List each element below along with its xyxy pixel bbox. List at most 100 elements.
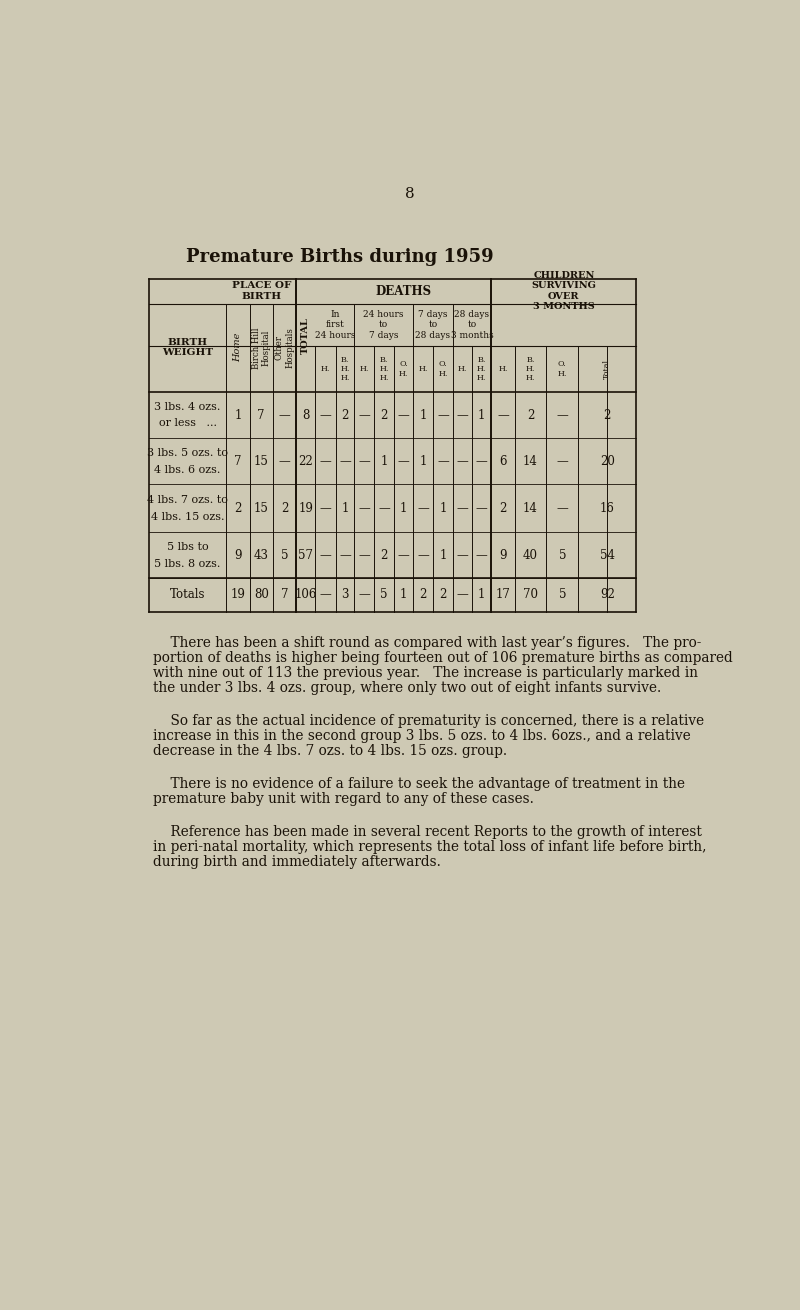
Text: DEATHS: DEATHS: [375, 284, 431, 297]
Text: Home: Home: [234, 333, 242, 363]
Text: —: —: [339, 549, 350, 562]
Text: 9: 9: [234, 549, 242, 562]
Text: 2: 2: [342, 409, 349, 422]
Text: 1: 1: [400, 588, 407, 601]
Text: —: —: [437, 409, 449, 422]
Text: 2: 2: [419, 588, 427, 601]
Text: 9: 9: [499, 549, 506, 562]
Text: 92: 92: [600, 588, 614, 601]
Text: 1: 1: [419, 455, 427, 468]
Text: 1: 1: [478, 409, 486, 422]
Text: —: —: [476, 549, 487, 562]
Text: 1: 1: [478, 588, 486, 601]
Text: 16: 16: [600, 502, 614, 515]
Text: during birth and immediately afterwards.: during birth and immediately afterwards.: [153, 855, 441, 870]
Text: or less   ...: or less ...: [158, 418, 217, 428]
Text: —: —: [398, 409, 410, 422]
Text: 20: 20: [600, 455, 614, 468]
Text: 2: 2: [499, 502, 506, 515]
Text: In
first
24 hours: In first 24 hours: [314, 309, 355, 339]
Text: 19: 19: [298, 502, 314, 515]
Text: —: —: [358, 409, 370, 422]
Text: 1: 1: [380, 455, 388, 468]
Text: —: —: [320, 588, 331, 601]
Text: 1: 1: [439, 502, 446, 515]
Text: 1: 1: [342, 502, 349, 515]
Text: B.
H.
H.: B. H. H.: [379, 356, 389, 383]
Text: premature baby unit with regard to any of these cases.: premature baby unit with regard to any o…: [153, 793, 534, 806]
Text: —: —: [457, 549, 468, 562]
Text: increase in this in the second group 3 lbs. 5 ozs. to 4 lbs. 6ozs., and a relati: increase in this in the second group 3 l…: [153, 730, 690, 743]
Text: O.
H.: O. H.: [558, 360, 567, 377]
Text: 54: 54: [600, 549, 614, 562]
Text: 2: 2: [603, 409, 611, 422]
Text: H.: H.: [359, 365, 369, 373]
Text: 70: 70: [523, 588, 538, 601]
Text: —: —: [278, 455, 290, 468]
Text: —: —: [320, 455, 331, 468]
Text: Total: Total: [603, 359, 611, 379]
Text: 14: 14: [523, 502, 538, 515]
Text: 7: 7: [258, 409, 265, 422]
Text: 5: 5: [380, 588, 388, 601]
Text: 106: 106: [294, 588, 317, 601]
Text: —: —: [497, 409, 509, 422]
Text: 5: 5: [558, 588, 566, 601]
Text: Reference has been made in several recent Reports to the growth of interest: Reference has been made in several recen…: [153, 825, 702, 840]
Text: in peri-natal mortality, which represents the total loss of infant life before b: in peri-natal mortality, which represent…: [153, 840, 706, 854]
Text: the under 3 lbs. 4 ozs. group, where only two out of eight infants survive.: the under 3 lbs. 4 ozs. group, where onl…: [153, 681, 661, 696]
Text: 7: 7: [234, 455, 242, 468]
Text: There has been a shift round as compared with last year’s figures.   The pro-: There has been a shift round as compared…: [153, 637, 701, 650]
Text: O.
H.: O. H.: [438, 360, 448, 377]
Text: —: —: [398, 549, 410, 562]
Text: B.
H.
H.: B. H. H.: [477, 356, 486, 383]
Text: 15: 15: [254, 455, 269, 468]
Text: 3 lbs. 5 ozs. to: 3 lbs. 5 ozs. to: [147, 448, 228, 458]
Text: 15: 15: [254, 502, 269, 515]
Text: —: —: [557, 409, 568, 422]
Text: 28 days
to
3 months: 28 days to 3 months: [450, 309, 494, 339]
Text: 4 lbs. 7 ozs. to: 4 lbs. 7 ozs. to: [147, 495, 228, 504]
Text: Birch Hill
Hospital: Birch Hill Hospital: [251, 328, 271, 368]
Text: —: —: [476, 455, 487, 468]
Text: 14: 14: [523, 455, 538, 468]
Text: 1: 1: [400, 502, 407, 515]
Text: 24 hours
to
7 days: 24 hours to 7 days: [363, 309, 404, 339]
Text: —: —: [457, 588, 468, 601]
Text: —: —: [457, 409, 468, 422]
Text: —: —: [320, 409, 331, 422]
Text: 2: 2: [234, 502, 242, 515]
Text: BIRTH
WEIGHT: BIRTH WEIGHT: [162, 338, 213, 358]
Text: 8: 8: [302, 409, 310, 422]
Text: 2: 2: [527, 409, 534, 422]
Text: 5: 5: [558, 549, 566, 562]
Text: 5 lbs. 8 ozs.: 5 lbs. 8 ozs.: [154, 558, 221, 569]
Text: —: —: [358, 549, 370, 562]
Text: 19: 19: [230, 588, 246, 601]
Text: 22: 22: [298, 455, 313, 468]
Text: 2: 2: [380, 409, 388, 422]
Text: —: —: [457, 502, 468, 515]
Text: —: —: [437, 455, 449, 468]
Text: 57: 57: [298, 549, 314, 562]
Text: —: —: [557, 455, 568, 468]
Text: —: —: [476, 502, 487, 515]
Text: 5: 5: [281, 549, 288, 562]
Text: 3: 3: [341, 588, 349, 601]
Text: 2: 2: [439, 588, 446, 601]
Text: H.: H.: [321, 365, 330, 373]
Text: —: —: [457, 455, 468, 468]
Text: 1: 1: [439, 549, 446, 562]
Text: decrease in the 4 lbs. 7 ozs. to 4 lbs. 15 ozs. group.: decrease in the 4 lbs. 7 ozs. to 4 lbs. …: [153, 744, 507, 758]
Text: There is no evidence of a failure to seek the advantage of treatment in the: There is no evidence of a failure to see…: [153, 777, 685, 791]
Text: So far as the actual incidence of prematurity is concerned, there is a relative: So far as the actual incidence of premat…: [153, 714, 704, 728]
Text: 6: 6: [499, 455, 506, 468]
Text: —: —: [557, 502, 568, 515]
Text: 3 lbs. 4 ozs.: 3 lbs. 4 ozs.: [154, 402, 221, 411]
Text: 43: 43: [254, 549, 269, 562]
Text: TOTAL: TOTAL: [302, 317, 310, 354]
Text: B.
H.
H.: B. H. H.: [526, 356, 535, 383]
Text: 7: 7: [281, 588, 288, 601]
Text: H.: H.: [458, 365, 467, 373]
Text: Premature Births during 1959: Premature Births during 1959: [186, 249, 494, 266]
